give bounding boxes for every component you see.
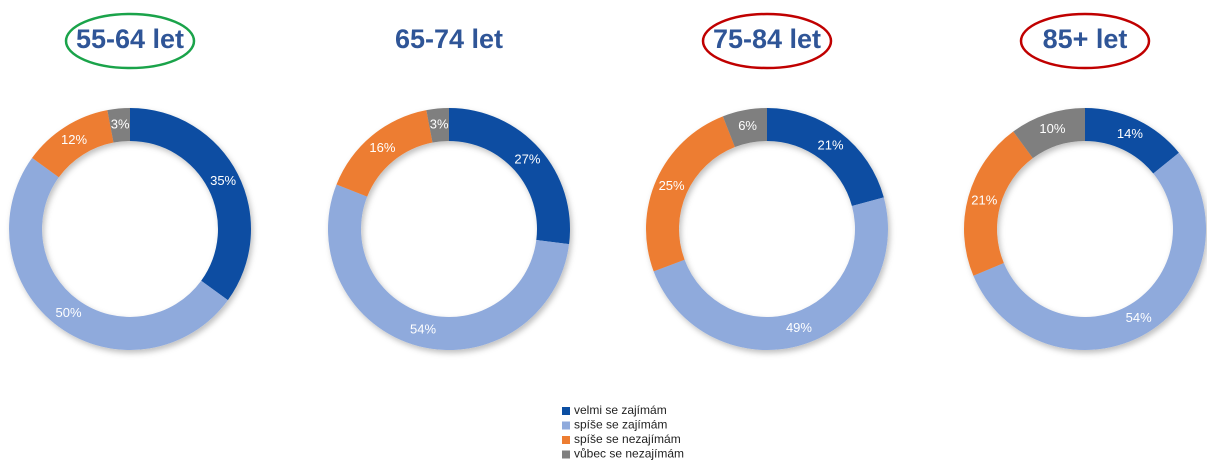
donut-segment (973, 152, 1206, 351)
donut-segment (1013, 108, 1085, 159)
donut-segment (449, 108, 570, 245)
donut (9, 108, 251, 350)
donut-segment (107, 108, 130, 143)
donut-segment (336, 110, 433, 197)
legend-label: spíše se zajímám (574, 418, 667, 432)
donut-segment (130, 108, 251, 301)
donut-segment (327, 184, 570, 350)
data-label: 54% (410, 322, 436, 337)
donut (327, 108, 570, 350)
donut-segment (767, 108, 884, 207)
donut-segment (1085, 108, 1179, 174)
data-label: 16% (369, 140, 395, 155)
legend-label: spíše se nezajímám (574, 432, 681, 446)
data-label: 27% (514, 151, 540, 166)
donut-segment (426, 108, 449, 143)
data-label: 21% (817, 137, 843, 152)
donut-segment (653, 197, 888, 350)
data-label: 6% (738, 118, 757, 133)
title-outline (64, 12, 196, 70)
data-label: 3% (430, 116, 449, 131)
donut-segment (645, 116, 735, 272)
data-label: 14% (1117, 126, 1143, 141)
legend-swatch (562, 436, 570, 444)
donut-segment (964, 131, 1033, 276)
data-label: 3% (111, 116, 130, 131)
legend-swatch (562, 421, 570, 430)
donut-segment (32, 110, 114, 178)
chart-title: 55-64 let (76, 24, 184, 54)
chart-title: 65-74 let (395, 24, 503, 54)
donut-segment (722, 108, 767, 148)
title-outline (1019, 12, 1151, 70)
data-label: 21% (971, 193, 997, 208)
data-label: 12% (61, 132, 87, 147)
legend-swatch (562, 450, 570, 459)
data-label: 25% (659, 178, 685, 193)
legend-label: vůbec se nezajímám (574, 447, 684, 461)
donut-segment (9, 157, 228, 350)
legend-label: velmi se zajímám (574, 403, 667, 417)
donut (964, 108, 1206, 351)
data-label: 50% (56, 305, 82, 320)
legend-swatch (562, 407, 570, 415)
data-label: 10% (1039, 121, 1065, 136)
title-outline (701, 12, 833, 70)
data-label: 54% (1126, 310, 1152, 325)
donut (645, 108, 888, 350)
data-label: 35% (210, 173, 236, 188)
chart-title: 75-84 let (713, 24, 821, 54)
chart-title: 85+ let (1043, 24, 1128, 54)
data-label: 49% (786, 320, 812, 335)
